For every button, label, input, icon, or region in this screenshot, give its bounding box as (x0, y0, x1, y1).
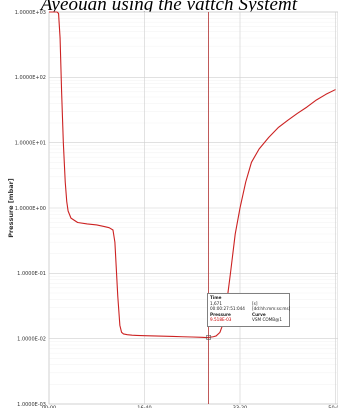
tooltip-pressure-value: 9.518E-03 (210, 317, 232, 323)
y-tick-label: 1.0000E+00 (15, 206, 46, 212)
cursor-marker (206, 335, 211, 340)
y-tick-label: 1.0000E-03 (17, 402, 46, 408)
y-tick-label: 1.0000E+03 (15, 10, 46, 16)
x-tick-labels: 00:00 16:40 33:20 50:00 (42, 406, 338, 408)
x-tick-label: 50:00 (328, 406, 338, 408)
y-axis-label: Pressure [mbar] (7, 178, 15, 238)
y-tick-label: 1.0000E+02 (15, 75, 46, 81)
x-tick-label: 33:20 (233, 406, 247, 408)
minor-grid (49, 14, 338, 385)
cursor-tooltip: Time 1,671 [s] 00:00:27:51:044 [dd:hh:mm… (207, 293, 290, 327)
tooltip-time-clock: 00:00:27:51:044 (210, 306, 245, 312)
y-tick-labels: 1.0000E+03 1.0000E+02 1.0000E+01 1.0000E+00… (15, 10, 46, 408)
tooltip-time-format: [dd:hh:mm:ss:ms] (252, 306, 291, 312)
tooltip-time-label: Time (210, 295, 222, 300)
y-tick-label: 1.0000E+01 (15, 140, 46, 146)
series-layer (49, 11, 336, 339)
tooltip-time-value: 1,671 (210, 300, 222, 306)
y-tick-label: 1.0000E-01 (17, 271, 46, 277)
tooltip-pressure-label: Pressure (210, 311, 231, 317)
tooltip-curve-value: VSM COMB@1 (252, 317, 283, 323)
tooltip-curve-label: Curve (252, 311, 266, 317)
x-tick-label: 16:40 (137, 406, 151, 408)
tooltip-time-unit: [s] (252, 300, 258, 306)
y-tick-label: 1.0000E-02 (17, 336, 46, 342)
figure-caption: Ayeouan using the vattch Systemt (40, 0, 298, 15)
x-tick-label: 00:00 (42, 406, 56, 408)
pressure-series-line (49, 11, 336, 339)
